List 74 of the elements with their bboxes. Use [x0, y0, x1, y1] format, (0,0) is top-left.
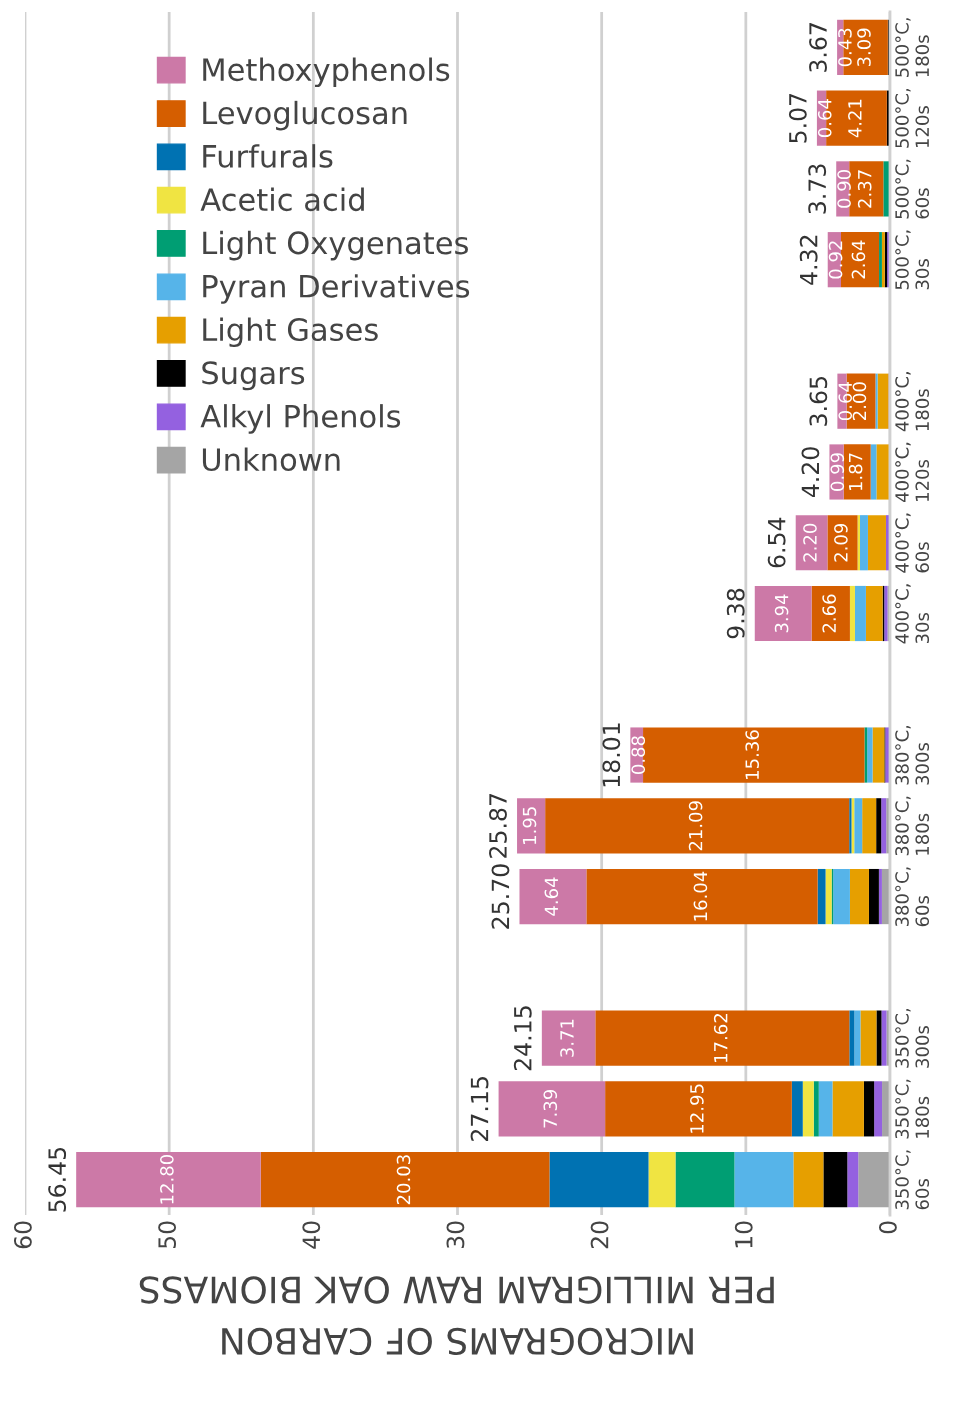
y-tick-label: 400°C, 30s [895, 584, 930, 644]
total-label: 3.73 [808, 164, 827, 214]
total-label: 9.38 [726, 588, 745, 639]
y-tick-label: 500°C, 180s [895, 18, 930, 77]
data-label: 4.64 [544, 877, 559, 916]
data-label: 2.66 [822, 594, 836, 633]
y-tick-label: 380°C, 180s [895, 796, 930, 856]
y-tick-label: 500°C, 120s [895, 88, 930, 148]
total-label: 4.32 [799, 235, 818, 285]
x-tick-label: 40 [302, 1221, 321, 1249]
total-label: 27.15 [470, 1077, 489, 1141]
total-label: 5.07 [788, 93, 807, 143]
legend-label: Light Oxygenates [203, 230, 468, 261]
data-label: 16.04 [693, 871, 708, 921]
y-tick-label: 380°C, 300s [895, 725, 930, 785]
data-label: 0.43 [838, 28, 852, 67]
total-label: 25.87 [489, 794, 507, 858]
data-label: 1.87 [848, 453, 863, 491]
legend-label: Furfurals [203, 144, 333, 168]
y-tick-label: 400°C, 120s [895, 442, 930, 503]
data-label: 2.00 [852, 382, 867, 420]
data-label: 0.64 [817, 99, 832, 138]
y-tick-label: 350°C, 60s [895, 1150, 930, 1210]
y-tick-label: 380°C, 60s [895, 867, 930, 927]
data-label: 20.03 [396, 1155, 411, 1205]
y-tick-label: 400°C, 180s [895, 372, 930, 432]
total-label: 3.67 [809, 23, 827, 72]
data-label: 0.64 [838, 382, 853, 421]
x-tick-label: 10 [734, 1221, 753, 1248]
y-tick-label: 500°C, 60s [895, 159, 930, 219]
total-label: 4.20 [801, 447, 820, 498]
total-label: 6.54 [767, 517, 786, 568]
legend-label: Levoglucosan [203, 100, 407, 131]
x-tick-label: 60 [13, 1221, 32, 1249]
x-tick-label: 20 [590, 1221, 609, 1249]
data-label: 2.20 [803, 523, 817, 562]
total-label: 18.01 [602, 723, 621, 787]
data-label: 0.88 [631, 736, 646, 774]
total-label: 3.65 [809, 376, 828, 426]
data-label: 3.09 [857, 28, 871, 67]
data-label: 0.90 [837, 170, 851, 208]
legend-label: Acetic acid [200, 187, 364, 212]
data-label: 1.95 [522, 807, 537, 844]
data-label: 7.39 [543, 1090, 558, 1128]
x-tick-label: 50 [158, 1221, 177, 1249]
x-tick-label: 0 [878, 1221, 897, 1234]
data-label: 3.71 [560, 1019, 574, 1057]
data-label: 17.62 [713, 1014, 728, 1062]
legend-label: Unknown [202, 447, 340, 472]
y-tick-label: 400°C, 60s [895, 513, 930, 573]
data-label: 12.95 [690, 1084, 704, 1133]
total-label: 56.45 [48, 1147, 67, 1212]
y-tick-label: 350°C, 180s [895, 1079, 930, 1139]
data-label: 3.94 [774, 594, 789, 633]
data-label: 21.09 [688, 801, 703, 851]
y-tick-label: 350°C, 300s [895, 1008, 930, 1068]
data-label: 12.80 [160, 1154, 174, 1204]
data-label: 2.09 [834, 523, 848, 562]
data-label: 2.64 [851, 240, 866, 279]
legend-label: Methoxyphenols [203, 57, 450, 88]
y-tick-label: 500°C, 30s [895, 230, 930, 290]
data-label: 15.36 [745, 730, 759, 779]
legend-label: Light Gases [203, 317, 378, 348]
total-label: 25.70 [491, 864, 510, 929]
data-label: 0.99 [830, 453, 845, 491]
legend-label: Sugars [202, 361, 305, 391]
x-tick-label: 30 [446, 1221, 465, 1249]
legend-label: Alkyl Phenols [200, 404, 401, 434]
data-label: 4.21 [848, 99, 862, 138]
data-label: 0.92 [828, 241, 843, 279]
legend-label: Pyran Derivatives [203, 274, 470, 304]
data-label: 2.37 [857, 170, 872, 208]
x-axis-title: MICROGRAMS OF CARBON PER MILLIGRAM RAW OAK BIOMASS [139, 1276, 774, 1356]
total-label: 24.15 [513, 1006, 532, 1071]
